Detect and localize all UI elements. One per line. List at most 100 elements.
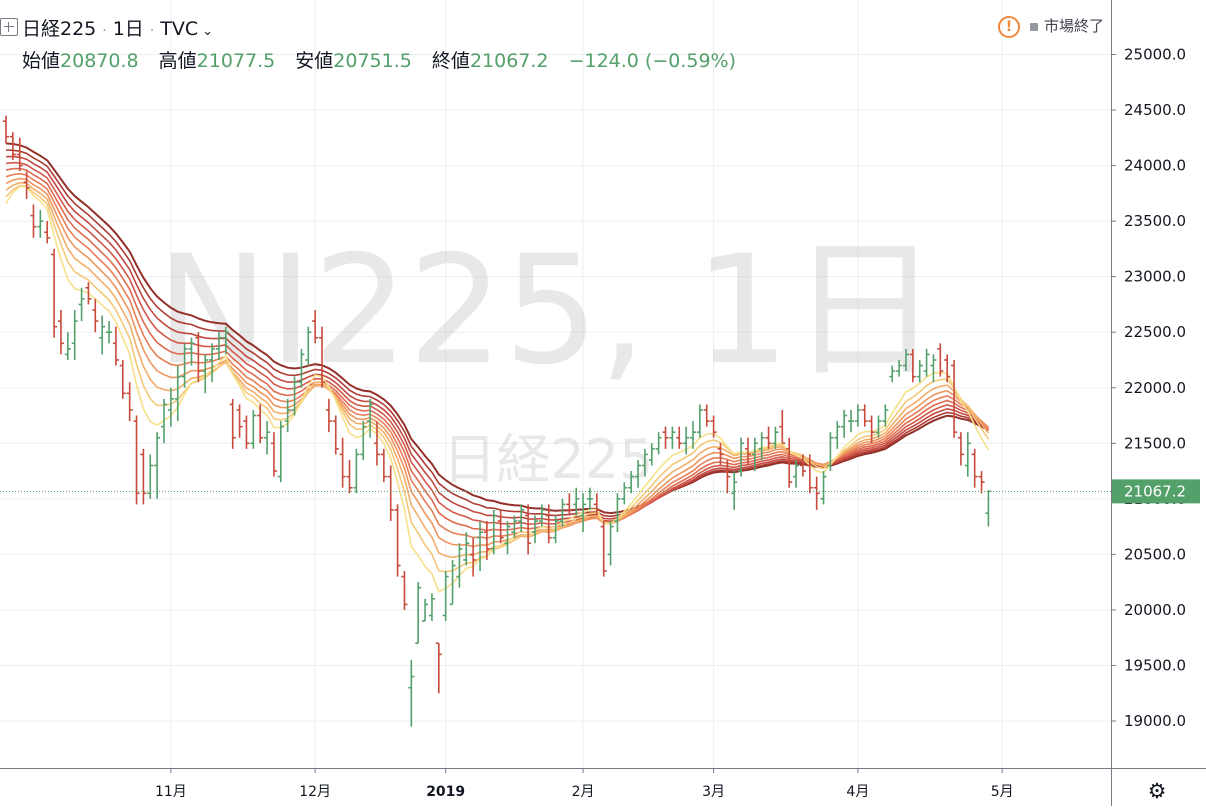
ema-line-11 — [5, 184, 990, 573]
watermark-main-text: NI225, 1日 — [156, 224, 940, 398]
ohlc-bar — [380, 448, 387, 483]
ohlc-bar — [264, 421, 271, 455]
ohlc-bar — [277, 421, 284, 483]
ohlc-bar — [916, 359, 923, 383]
ohlc-bar — [944, 354, 951, 383]
warning-icon[interactable]: ! — [997, 15, 1020, 38]
ohlc-bar — [37, 210, 44, 238]
ohlc-bar — [257, 404, 264, 444]
ohlc-bar — [573, 487, 580, 516]
ohlc-bar — [703, 404, 710, 427]
ohlc-bar — [332, 415, 339, 455]
ohlc-bar — [298, 348, 305, 388]
ohlc-bar — [360, 421, 367, 460]
ohlc-bar — [690, 421, 696, 449]
ohlc-bar — [428, 593, 435, 622]
high-label: 高値 — [158, 50, 197, 72]
ohlc-bar — [971, 448, 978, 488]
ohlc-bar — [751, 437, 758, 472]
last-price-tag: 21067.2 — [1112, 479, 1200, 504]
ohlc-bar — [683, 426, 690, 455]
ohlc-bar — [387, 465, 394, 522]
interval-label[interactable]: 1日 — [112, 18, 144, 40]
ohlc-bar — [635, 459, 642, 488]
ohlc-bar — [669, 426, 676, 449]
ohlc-bar — [793, 459, 800, 488]
symbol-info[interactable]: 日経225 · 1日 · TVC ⌄ — [22, 14, 213, 41]
ohlc-bar — [415, 582, 422, 645]
price-axis-label: 23000.0 — [1124, 268, 1186, 286]
ohlc-bar — [112, 326, 119, 366]
ohlc-bar — [140, 448, 147, 505]
ohlc-bar — [765, 426, 772, 449]
price-axis-label: 25000.0 — [1124, 46, 1186, 64]
ohlc-bar — [786, 437, 793, 488]
ohlc-bar — [78, 287, 85, 322]
ohlc-bar — [744, 437, 751, 466]
ohlc-bar — [854, 404, 861, 427]
ohlc-bar — [896, 359, 903, 377]
time-axis-label: 11月 — [155, 784, 187, 800]
ohlc-bar — [497, 509, 504, 544]
price-axis-label: 21500.0 — [1124, 434, 1186, 452]
close-label: 終値 — [431, 50, 470, 72]
ohlc-bar — [490, 509, 497, 555]
last-price-tag-box — [1112, 479, 1200, 504]
ohlc-bar — [607, 521, 614, 566]
ohlc-bar — [408, 659, 415, 727]
price-axis-label: 20000.0 — [1124, 601, 1186, 619]
ohlc-bar — [937, 343, 944, 377]
ohlc-bar — [92, 298, 99, 333]
ohlc-bar — [181, 343, 188, 388]
time-axis-label: 3月 — [702, 784, 725, 800]
chevron-down-icon[interactable]: ⌄ — [202, 24, 214, 39]
ohlc-bar — [174, 365, 181, 422]
separator-dot: · — [102, 23, 107, 39]
compare-add-icon[interactable] — [0, 18, 18, 36]
ohlc-bar — [531, 515, 538, 544]
ohlc-bar — [586, 487, 593, 510]
ohlc-bar — [291, 376, 298, 416]
ohlc-bar — [195, 332, 202, 383]
ema-line-17 — [5, 177, 989, 548]
symbol-name[interactable]: 日経225 — [22, 18, 97, 40]
ohlc-bar — [270, 432, 277, 477]
price-axis[interactable]: 19000.019500.020000.020500.021000.021500… — [1111, 46, 1186, 731]
ohlc-bar — [696, 404, 703, 438]
ohlc-bar — [9, 132, 16, 161]
change-value: −124.0 (−0.59%) — [568, 50, 737, 72]
grid-layer — [0, 0, 1111, 768]
price-axis-label: 22500.0 — [1124, 323, 1186, 341]
ohlc-bar — [882, 404, 889, 427]
ohlc-bar — [538, 504, 545, 527]
ohlc-bar — [841, 409, 848, 438]
ohlc-bar — [545, 504, 552, 544]
ohlc-bar — [85, 282, 92, 305]
ohlc-bar — [284, 398, 291, 433]
price-axis-label: 19000.0 — [1124, 712, 1186, 730]
ohlc-bar — [339, 437, 346, 488]
ohlc-bar — [71, 309, 78, 360]
ohlc-bar — [799, 454, 806, 477]
open-label: 始値 — [22, 50, 61, 72]
ohlc-bar — [511, 515, 518, 538]
ohlc-bar — [167, 387, 174, 427]
ohlc-bar — [848, 409, 855, 433]
ohlc-bar — [772, 426, 779, 449]
ohlc-bar — [57, 309, 64, 355]
market-status[interactable]: ! 市場終了 — [997, 15, 1104, 38]
separator-dot: · — [149, 23, 155, 39]
time-axis-label: 2019 — [426, 784, 465, 800]
low-value: 20751.5 — [333, 50, 412, 72]
source-label[interactable]: TVC — [160, 18, 199, 40]
ohlc-bar — [902, 348, 909, 372]
time-axis[interactable]: 11月 12月 2019 2月 3月 4月 5月 — [155, 768, 1014, 800]
ohlc-bars — [3, 115, 992, 727]
ohlc-bar — [964, 432, 971, 477]
ohlc-bar — [119, 359, 126, 399]
ohlc-bar — [305, 326, 312, 366]
settings-gear-icon[interactable]: ⚙ — [1147, 779, 1167, 803]
